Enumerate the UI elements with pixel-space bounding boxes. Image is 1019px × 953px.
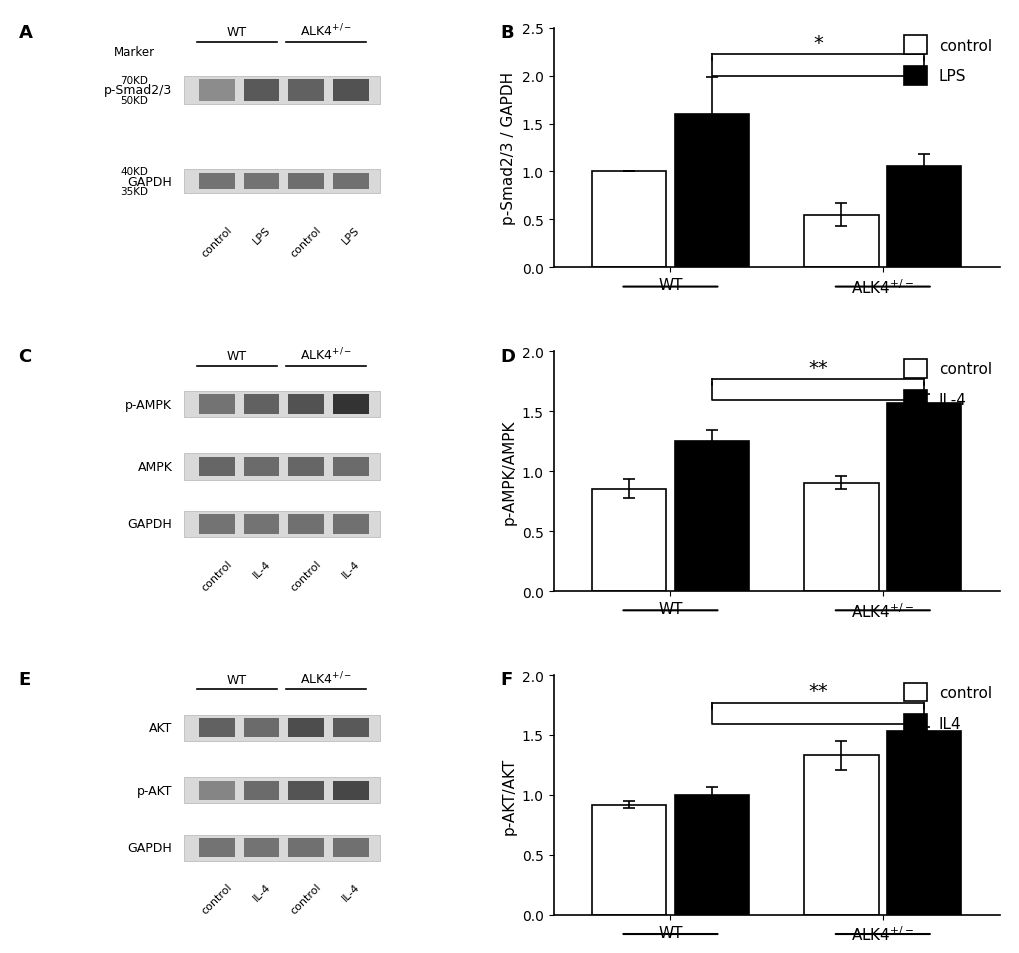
Text: p-AMPK: p-AMPK xyxy=(125,398,172,411)
Bar xyxy=(332,395,368,415)
Bar xyxy=(183,511,379,537)
Text: D: D xyxy=(499,347,515,365)
Bar xyxy=(183,715,379,741)
Bar xyxy=(674,795,748,915)
Text: LPS: LPS xyxy=(339,225,361,246)
Text: Marker: Marker xyxy=(114,46,155,59)
Bar xyxy=(591,172,665,268)
Bar xyxy=(244,395,279,415)
Bar xyxy=(288,395,324,415)
Bar xyxy=(674,442,748,592)
Text: F: F xyxy=(499,671,512,688)
Text: WT: WT xyxy=(227,27,247,39)
Bar xyxy=(803,756,877,915)
Text: WT: WT xyxy=(227,673,247,686)
Text: GAPDH: GAPDH xyxy=(127,517,172,531)
Text: p-AKT: p-AKT xyxy=(137,783,172,797)
Text: control: control xyxy=(288,882,323,916)
Bar xyxy=(887,403,961,592)
Bar xyxy=(288,80,324,102)
Text: 50KD: 50KD xyxy=(120,95,148,106)
Text: 35KD: 35KD xyxy=(120,187,149,196)
Text: C: C xyxy=(18,347,32,365)
Bar xyxy=(332,515,368,534)
Bar xyxy=(591,804,665,915)
Text: IL-4: IL-4 xyxy=(339,558,361,579)
Bar xyxy=(332,781,368,800)
Bar xyxy=(332,719,368,738)
Bar xyxy=(199,781,234,800)
Bar xyxy=(183,777,379,803)
Bar xyxy=(803,483,877,592)
Bar xyxy=(887,167,961,268)
Bar xyxy=(244,839,279,858)
Bar xyxy=(244,173,279,191)
Bar xyxy=(288,719,324,738)
Text: **: ** xyxy=(807,358,827,377)
Text: LPS: LPS xyxy=(251,225,272,246)
Bar xyxy=(332,457,368,476)
Bar xyxy=(183,170,379,193)
Text: E: E xyxy=(18,671,31,688)
Bar xyxy=(199,839,234,858)
Bar xyxy=(199,457,234,476)
Bar xyxy=(244,457,279,476)
Text: IL-4: IL-4 xyxy=(251,558,272,579)
Bar xyxy=(803,215,877,268)
Text: 70KD: 70KD xyxy=(120,76,148,87)
Text: **: ** xyxy=(807,681,827,700)
Text: IL-4: IL-4 xyxy=(251,882,272,902)
Text: control: control xyxy=(288,558,323,593)
Bar xyxy=(288,173,324,191)
Bar xyxy=(887,732,961,915)
Bar xyxy=(183,835,379,861)
Text: ALK4$^{+/-}$: ALK4$^{+/-}$ xyxy=(300,23,352,39)
Text: AKT: AKT xyxy=(149,721,172,735)
Text: IL-4: IL-4 xyxy=(339,882,361,902)
Bar xyxy=(199,80,234,102)
Text: A: A xyxy=(18,24,33,42)
Text: ALK4$^{+/-}$: ALK4$^{+/-}$ xyxy=(300,670,352,686)
Bar xyxy=(674,114,748,268)
Bar xyxy=(183,454,379,480)
Bar xyxy=(288,781,324,800)
Y-axis label: p-AMPK/AMPK: p-AMPK/AMPK xyxy=(501,419,516,524)
Text: GAPDH: GAPDH xyxy=(127,841,172,854)
Bar xyxy=(332,839,368,858)
Text: control: control xyxy=(200,225,234,259)
Text: B: B xyxy=(499,24,514,42)
Bar xyxy=(183,392,379,417)
Text: 40KD: 40KD xyxy=(120,168,148,177)
Y-axis label: p-AKT/AKT: p-AKT/AKT xyxy=(501,757,516,834)
Bar xyxy=(332,80,368,102)
Bar xyxy=(244,719,279,738)
Bar xyxy=(332,173,368,191)
Text: GAPDH: GAPDH xyxy=(127,175,172,189)
Bar xyxy=(244,80,279,102)
Text: control: control xyxy=(200,558,234,593)
Bar xyxy=(244,515,279,534)
Legend: control, IL-4: control, IL-4 xyxy=(903,359,991,409)
Bar xyxy=(288,515,324,534)
Text: *: * xyxy=(812,34,822,53)
Y-axis label: p-Smad2/3 / GAPDH: p-Smad2/3 / GAPDH xyxy=(501,71,516,225)
Bar xyxy=(288,839,324,858)
Legend: control, LPS: control, LPS xyxy=(903,36,991,86)
Bar xyxy=(199,719,234,738)
Bar xyxy=(244,781,279,800)
Bar xyxy=(199,173,234,191)
Bar xyxy=(199,515,234,534)
Text: WT: WT xyxy=(227,350,247,363)
Bar xyxy=(199,395,234,415)
Bar xyxy=(288,457,324,476)
Text: control: control xyxy=(200,882,234,916)
Text: ALK4$^{+/-}$: ALK4$^{+/-}$ xyxy=(300,346,352,363)
Legend: control, IL4: control, IL4 xyxy=(903,683,991,733)
Text: AMPK: AMPK xyxy=(138,460,172,474)
Text: p-Smad2/3: p-Smad2/3 xyxy=(104,85,172,97)
Text: control: control xyxy=(288,225,323,259)
Bar xyxy=(183,76,379,105)
Bar xyxy=(591,489,665,592)
